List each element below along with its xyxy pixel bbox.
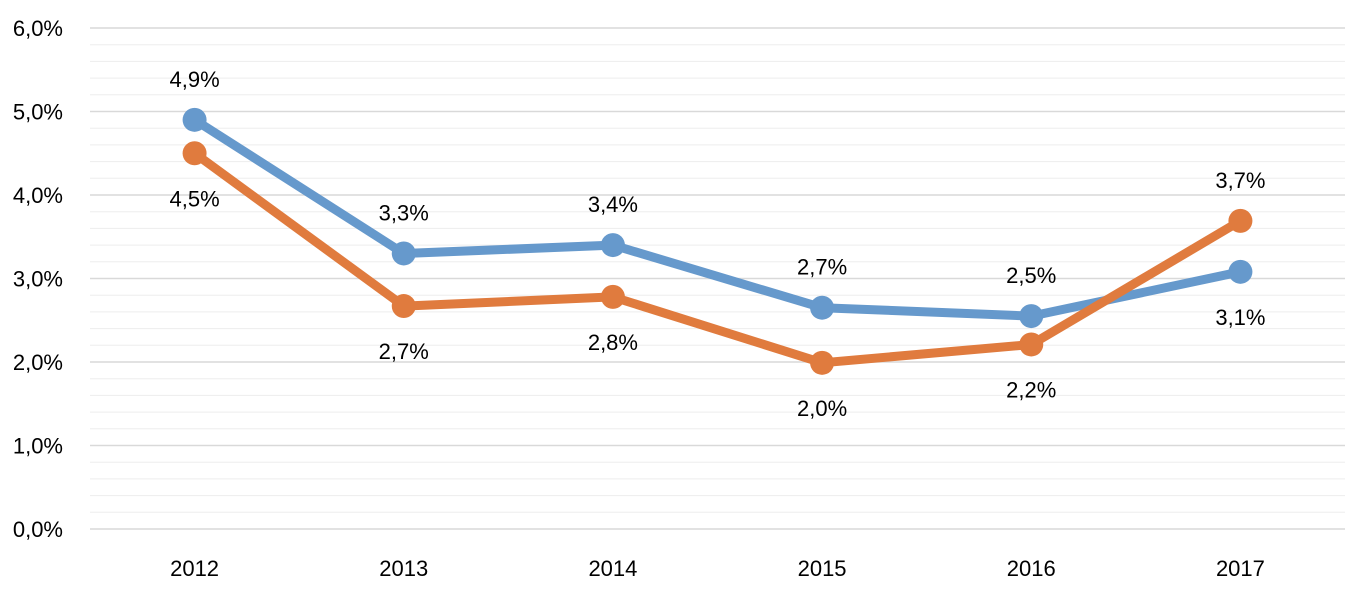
y-tick-label: 6,0% bbox=[13, 16, 63, 41]
data-point-series-1 bbox=[182, 107, 207, 132]
data-label-series-2: 2,0% bbox=[797, 396, 847, 421]
data-point-series-2 bbox=[600, 284, 625, 309]
data-label-series-2: 2,7% bbox=[379, 339, 429, 364]
data-point-series-1 bbox=[600, 233, 625, 258]
x-tick-label: 2015 bbox=[798, 556, 847, 581]
x-tick-label: 2013 bbox=[379, 556, 428, 581]
data-label-series-2: 2,8% bbox=[588, 330, 638, 355]
data-label-series-1: 3,4% bbox=[588, 192, 638, 217]
data-point-series-1 bbox=[1019, 304, 1044, 329]
y-axis-tick-labels: 0,0% 1,0% 2,0% 3,0% 4,0% 5,0% 6,0% bbox=[13, 16, 63, 542]
data-point-series-1 bbox=[391, 241, 416, 266]
data-label-series-2: 2,2% bbox=[1006, 377, 1056, 402]
y-tick-label: 4,0% bbox=[13, 183, 63, 208]
y-tick-label: 3,0% bbox=[13, 267, 63, 292]
y-tick-label: 0,0% bbox=[13, 517, 63, 542]
x-axis-tick-labels: 2012 2013 2014 2015 2016 2017 bbox=[170, 556, 1265, 581]
data-point-series-2 bbox=[810, 350, 835, 375]
y-tick-label: 5,0% bbox=[13, 100, 63, 125]
data-label-series-1: 3,1% bbox=[1215, 305, 1265, 330]
y-tick-label: 2,0% bbox=[13, 350, 63, 375]
data-label-series-2: 3,7% bbox=[1215, 168, 1265, 193]
x-tick-label: 2012 bbox=[170, 556, 219, 581]
data-points bbox=[182, 107, 1253, 375]
data-label-series-1: 3,3% bbox=[379, 200, 429, 225]
series-lines bbox=[190, 115, 1245, 368]
data-point-series-1 bbox=[1228, 259, 1253, 284]
series-line-2 bbox=[190, 148, 1245, 368]
data-point-series-2 bbox=[182, 141, 207, 166]
data-point-series-2 bbox=[391, 294, 416, 319]
x-tick-label: 2014 bbox=[588, 556, 637, 581]
data-label-series-1: 2,5% bbox=[1006, 263, 1056, 288]
series-line-1 bbox=[190, 115, 1245, 321]
data-point-series-2 bbox=[1019, 332, 1044, 357]
x-tick-label: 2016 bbox=[1007, 556, 1056, 581]
data-labels: 4,9% 3,3% 3,4% 2,7% 2,5% 3,1% 4,5% 2,7% 2,8% 2,0%… bbox=[170, 67, 1266, 421]
data-label-series-1: 2,7% bbox=[797, 255, 847, 280]
data-point-series-2 bbox=[1228, 208, 1253, 233]
x-tick-label: 2017 bbox=[1216, 556, 1265, 581]
gridlines bbox=[90, 27, 1345, 530]
data-point-series-1 bbox=[810, 295, 835, 320]
data-label-series-1: 4,9% bbox=[170, 67, 220, 92]
data-label-series-2: 4,5% bbox=[170, 186, 220, 211]
y-tick-label: 1,0% bbox=[13, 434, 63, 459]
